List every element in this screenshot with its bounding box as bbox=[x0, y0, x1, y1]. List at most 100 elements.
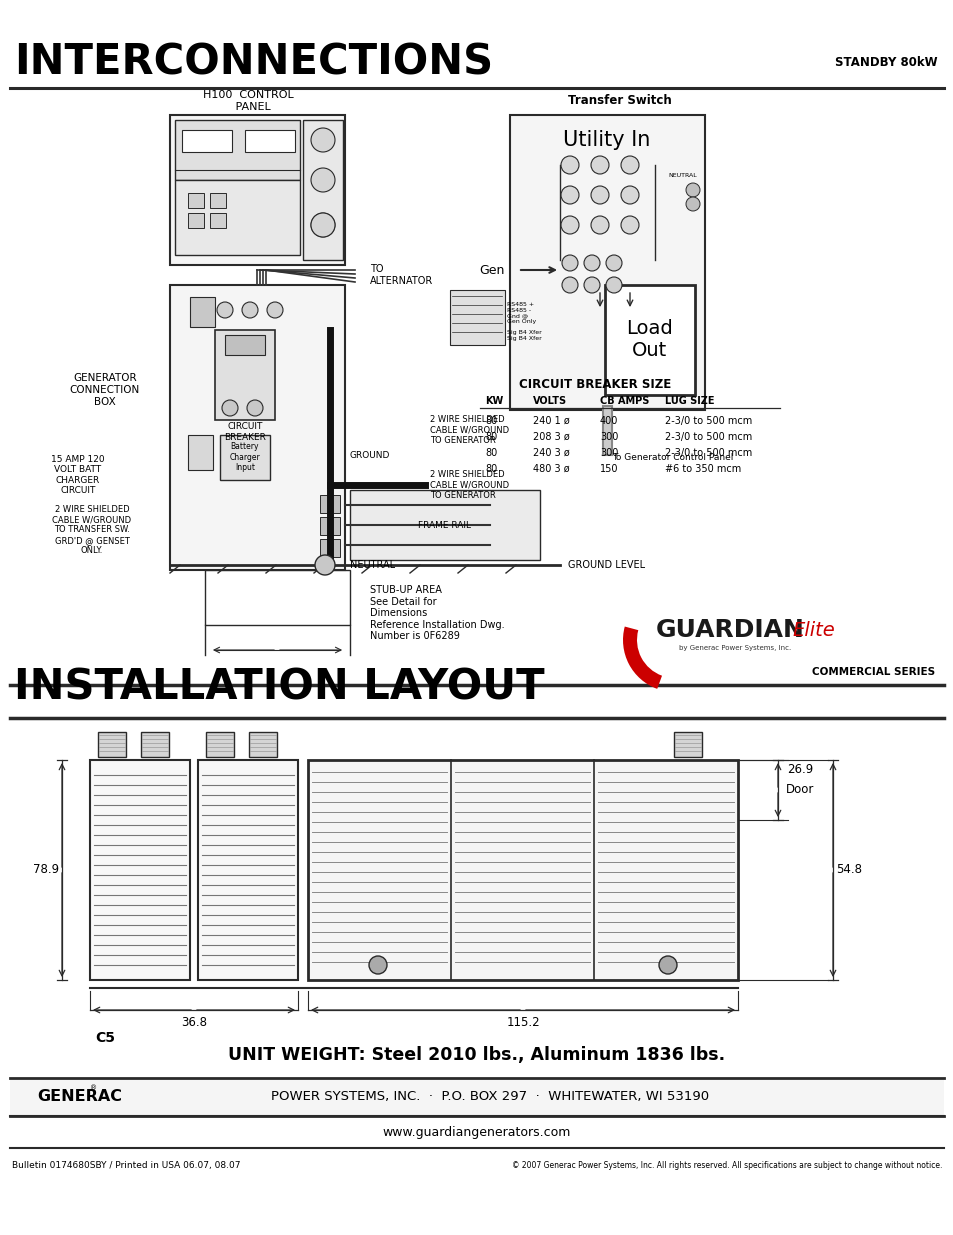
Circle shape bbox=[369, 956, 387, 974]
Text: Elite: Elite bbox=[791, 620, 834, 640]
Circle shape bbox=[311, 168, 335, 191]
Circle shape bbox=[590, 216, 608, 233]
Bar bbox=[188, 212, 204, 228]
Text: 2-3/0 to 500 mcm: 2-3/0 to 500 mcm bbox=[664, 448, 752, 458]
Bar bbox=[188, 193, 204, 207]
Text: 78.9: 78.9 bbox=[33, 863, 59, 877]
Circle shape bbox=[685, 198, 700, 211]
Text: #6 to 350 mcm: #6 to 350 mcm bbox=[664, 464, 740, 474]
Bar bbox=[98, 732, 126, 757]
Bar bbox=[249, 732, 276, 757]
Bar bbox=[188, 435, 213, 471]
Circle shape bbox=[311, 212, 335, 237]
Text: H100  CONTROL
   PANEL: H100 CONTROL PANEL bbox=[202, 90, 294, 112]
Text: INTERCONNECTIONS: INTERCONNECTIONS bbox=[14, 41, 493, 83]
Text: RS485 +
RS485 -
Gnd @
Gen Only: RS485 + RS485 - Gnd @ Gen Only bbox=[506, 303, 536, 325]
Circle shape bbox=[561, 277, 578, 293]
Text: NEUTRAL: NEUTRAL bbox=[350, 559, 395, 571]
Text: www.guardiangenerators.com: www.guardiangenerators.com bbox=[382, 1126, 571, 1140]
Circle shape bbox=[311, 212, 335, 237]
Text: 300: 300 bbox=[599, 432, 618, 442]
Text: COMMERCIAL SERIES: COMMERCIAL SERIES bbox=[811, 667, 934, 677]
Bar bbox=[190, 296, 214, 327]
Bar bbox=[182, 130, 232, 152]
Circle shape bbox=[561, 254, 578, 270]
Text: Sig B4 Xfer
Sig B4 Xfer: Sig B4 Xfer Sig B4 Xfer bbox=[506, 330, 541, 341]
Text: 480 3 ø: 480 3 ø bbox=[533, 464, 569, 474]
Circle shape bbox=[242, 303, 257, 317]
Circle shape bbox=[659, 956, 677, 974]
Bar bbox=[319, 495, 339, 513]
Text: GENERAC: GENERAC bbox=[37, 1089, 122, 1104]
Text: ®: ® bbox=[90, 1086, 97, 1091]
Text: CIRCUIT
BREAKER: CIRCUIT BREAKER bbox=[224, 422, 266, 442]
Text: 80: 80 bbox=[484, 448, 497, 458]
Circle shape bbox=[685, 183, 700, 198]
Text: Bulletin 0174680SBY / Printed in USA 06.07, 08.07: Bulletin 0174680SBY / Printed in USA 06.… bbox=[12, 1161, 240, 1171]
Circle shape bbox=[314, 555, 335, 576]
Bar bbox=[350, 490, 539, 559]
Circle shape bbox=[583, 277, 599, 293]
Bar bbox=[141, 732, 169, 757]
Text: © 2007 Generac Power Systems, Inc. All rights reserved. All specifications are s: © 2007 Generac Power Systems, Inc. All r… bbox=[511, 1161, 941, 1171]
Circle shape bbox=[620, 156, 639, 174]
Text: POWER SYSTEMS, INC.  ·  P.O. BOX 297  ·  WHITEWATER, WI 53190: POWER SYSTEMS, INC. · P.O. BOX 297 · WHI… bbox=[271, 1091, 708, 1104]
Bar bbox=[220, 435, 270, 480]
Bar bbox=[10, 1078, 943, 1116]
Text: Door: Door bbox=[785, 783, 813, 797]
Text: by Generac Power Systems, Inc.: by Generac Power Systems, Inc. bbox=[679, 645, 790, 651]
Text: Transfer Switch: Transfer Switch bbox=[568, 94, 671, 106]
Text: CIRCUIT BREAKER SIZE: CIRCUIT BREAKER SIZE bbox=[518, 378, 670, 391]
Text: 208 3 ø: 208 3 ø bbox=[533, 432, 569, 442]
Text: 115.2: 115.2 bbox=[506, 1016, 539, 1030]
Circle shape bbox=[560, 216, 578, 233]
Wedge shape bbox=[622, 626, 661, 689]
Text: Gen: Gen bbox=[479, 263, 504, 277]
Text: UNIT WEIGHT: Steel 2010 lbs., Aluminum 1836 lbs.: UNIT WEIGHT: Steel 2010 lbs., Aluminum 1… bbox=[228, 1046, 725, 1065]
Text: 2-3/0 to 500 mcm: 2-3/0 to 500 mcm bbox=[664, 432, 752, 442]
Bar bbox=[90, 760, 190, 981]
Circle shape bbox=[247, 400, 263, 416]
Bar bbox=[225, 335, 265, 354]
Text: 150: 150 bbox=[599, 464, 618, 474]
Bar bbox=[214, 330, 274, 420]
Text: VOLTS: VOLTS bbox=[533, 396, 566, 406]
Text: 80: 80 bbox=[484, 432, 497, 442]
Text: 80: 80 bbox=[484, 416, 497, 426]
Text: C5: C5 bbox=[95, 1031, 115, 1045]
Bar bbox=[319, 517, 339, 535]
Bar bbox=[319, 538, 339, 557]
Text: INSTALLATION LAYOUT: INSTALLATION LAYOUT bbox=[14, 667, 544, 709]
Bar bbox=[673, 732, 701, 757]
Bar bbox=[174, 120, 299, 180]
Text: GUARDIAN: GUARDIAN bbox=[655, 618, 803, 642]
Text: 54.8: 54.8 bbox=[835, 863, 862, 877]
Text: GROUND: GROUND bbox=[350, 451, 390, 459]
Bar bbox=[206, 732, 233, 757]
Circle shape bbox=[620, 186, 639, 204]
Bar bbox=[174, 180, 299, 254]
Text: 2 WIRE SHIELDED
CABLE W/GROUND
TO GENERATOR: 2 WIRE SHIELDED CABLE W/GROUND TO GENERA… bbox=[430, 471, 509, 500]
Bar bbox=[205, 571, 350, 625]
Circle shape bbox=[583, 254, 599, 270]
Bar bbox=[450, 290, 504, 345]
Text: TO
ALTERNATOR: TO ALTERNATOR bbox=[370, 264, 433, 285]
Text: Utility In: Utility In bbox=[562, 130, 650, 149]
Text: STANDBY 80kW: STANDBY 80kW bbox=[835, 56, 937, 68]
Text: 300: 300 bbox=[599, 448, 618, 458]
Text: Load
Out: Load Out bbox=[626, 320, 673, 361]
Text: 26.9: 26.9 bbox=[786, 763, 812, 777]
Text: NEUTRAL: NEUTRAL bbox=[667, 173, 697, 178]
Text: 2-3/0 to 500 mcm: 2-3/0 to 500 mcm bbox=[664, 416, 752, 426]
Bar bbox=[210, 212, 226, 228]
Text: STUB-UP AREA
See Detail for
Dimensions
Reference Installation Dwg.
Number is 0F6: STUB-UP AREA See Detail for Dimensions R… bbox=[370, 585, 504, 641]
Circle shape bbox=[590, 156, 608, 174]
Circle shape bbox=[605, 254, 621, 270]
Bar bbox=[604, 285, 695, 395]
Text: FRAME RAIL: FRAME RAIL bbox=[418, 520, 471, 530]
Bar bbox=[170, 285, 345, 571]
Circle shape bbox=[605, 277, 621, 293]
Circle shape bbox=[267, 303, 283, 317]
Circle shape bbox=[620, 216, 639, 233]
Text: LUG SIZE: LUG SIZE bbox=[664, 396, 714, 406]
